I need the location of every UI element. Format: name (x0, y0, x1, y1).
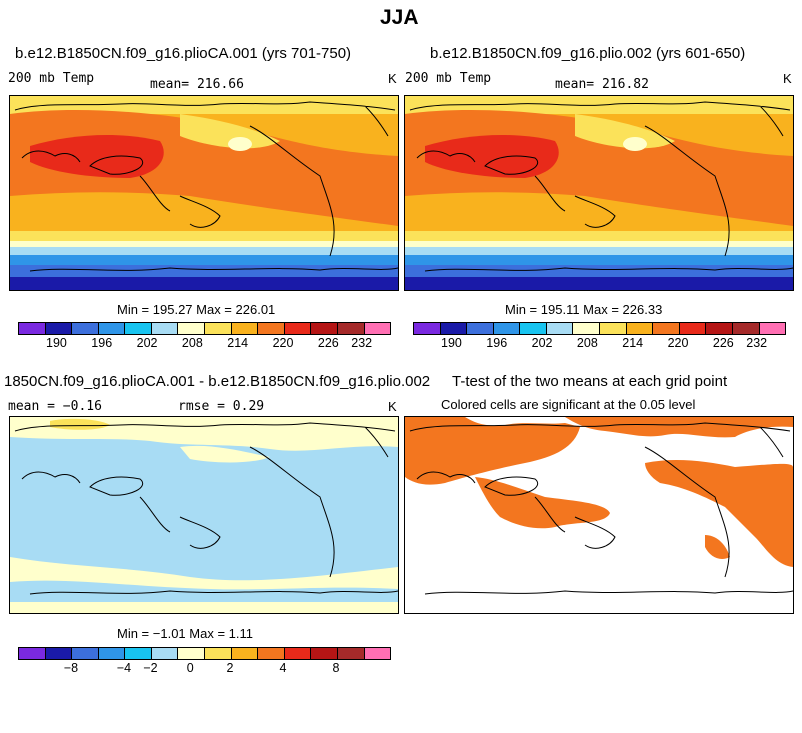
colorbar-tick-label: 232 (351, 336, 373, 350)
colorbar-tick-label: 214 (227, 336, 249, 350)
units-label-bottom-left: K (388, 399, 397, 414)
colorbar-swatch (72, 648, 99, 659)
colorbar-tick-label: 2 (226, 661, 234, 675)
colorbar-swatch (258, 648, 285, 659)
colorbar-tick-label: 202 (531, 336, 553, 350)
colorbar-swatch (178, 648, 206, 659)
colorbar-swatch (600, 323, 627, 334)
colorbar-swatch (311, 323, 338, 334)
rmse-label-bottom-left: rmse = 0.29 (178, 399, 265, 414)
colorbar-swatch (440, 323, 468, 334)
colorbar-tick-label: 196 (486, 336, 508, 350)
colorbar-swatch (520, 323, 547, 334)
colorbar-tick-label: 190 (45, 336, 67, 350)
colorbar-swatch (284, 323, 312, 334)
colorbar-tick-label: −8 (63, 661, 79, 675)
colorbar-swatch (759, 323, 786, 334)
colorbar-tick-label: 226 (712, 336, 734, 350)
colorbar-tick-label: 0 (186, 661, 194, 675)
colorbar-swatch (231, 648, 259, 659)
minmax-top-right: Min = 195.11 Max = 226.33 (505, 302, 663, 317)
colorbar-swatch (364, 648, 391, 659)
colorbar-tick-label: 220 (272, 336, 294, 350)
colorbar-swatch (311, 648, 338, 659)
colorbar-swatch (364, 323, 391, 334)
colorbar-swatch (125, 323, 152, 334)
colorbar-tick-label: 8 (332, 661, 340, 675)
colorbar-bottom-left (18, 647, 391, 660)
minmax-top-left: Min = 195.27 Max = 226.01 (117, 302, 276, 317)
colorbar-swatch (706, 323, 733, 334)
colorbar-top-right (413, 322, 786, 335)
colorbar-swatch (45, 648, 73, 659)
colorbar-tick-label: 202 (136, 336, 158, 350)
variable-label-top-left: 200 mb Temp (8, 71, 95, 86)
colorbar-swatch (19, 648, 46, 659)
colorbar-tick-label: −2 (143, 661, 158, 675)
colorbar-tick-label: 232 (746, 336, 768, 350)
colorbar-swatch (467, 323, 494, 334)
colorbar-swatch (151, 323, 179, 334)
units-label-top-left: K (388, 71, 397, 86)
units-label-top-right: K (783, 71, 792, 86)
colorbar-tick-label: 220 (667, 336, 689, 350)
colorbar-swatch (653, 323, 680, 334)
colorbar-swatch (337, 323, 365, 334)
colorbar-swatch (732, 323, 760, 334)
colorbar-swatch (284, 648, 312, 659)
colorbar-tick-label: 190 (440, 336, 462, 350)
colorbar-swatch (679, 323, 707, 334)
colorbar-swatch (414, 323, 441, 334)
variable-label-top-right: 200 mb Temp (405, 71, 492, 86)
colorbar-swatch (258, 323, 285, 334)
mean-label-top-right: mean= 216.82 (555, 77, 649, 92)
colorbar-swatch (337, 648, 365, 659)
panel-title-top-right: b.e12.B1850CN.f09_g16.plio.002 (yrs 601-… (430, 45, 746, 62)
significance-map (405, 417, 793, 613)
colorbar-tick-label: 208 (181, 336, 203, 350)
mean-label-bottom-left: mean = −0.16 (8, 399, 102, 414)
colorbar-swatch (626, 323, 654, 334)
panel-subtitle-bottom-right: Colored cells are significant at the 0.0… (441, 397, 696, 412)
colorbar-swatch (205, 323, 232, 334)
map-panel-top-left (9, 95, 399, 291)
temperature-map-2 (405, 96, 793, 290)
panel-title-bottom-right: T-test of the two means at each grid poi… (452, 373, 728, 390)
colorbar-swatch (573, 323, 601, 334)
colorbar-swatch (178, 323, 206, 334)
map-panel-top-right (404, 95, 794, 291)
colorbar-swatch (19, 323, 46, 334)
figure-title: JJA (380, 6, 419, 29)
colorbar-swatch (45, 323, 73, 334)
colorbar-swatch (98, 648, 126, 659)
panel-title-bottom-left: 1850CN.f09_g16.plioCA.001 - b.e12.B1850C… (4, 373, 431, 390)
colorbar-swatch (125, 648, 152, 659)
colorbar-tick-label: 226 (317, 336, 339, 350)
colorbar-tick-label: 214 (622, 336, 644, 350)
colorbar-top-left (18, 322, 391, 335)
minmax-bottom-left: Min = −1.01 Max = 1.11 (117, 626, 253, 641)
colorbar-swatch (151, 648, 179, 659)
map-panel-bottom-right (404, 416, 794, 614)
colorbar-swatch (98, 323, 126, 334)
difference-map (10, 417, 398, 613)
colorbar-swatch (205, 648, 232, 659)
colorbar-tick-label: 208 (576, 336, 598, 350)
colorbar-tick-label: 4 (279, 661, 287, 675)
temperature-map-1 (10, 96, 398, 290)
map-panel-bottom-left (9, 416, 399, 614)
colorbar-swatch (72, 323, 99, 334)
colorbar-tick-label: 196 (91, 336, 113, 350)
colorbar-swatch (231, 323, 259, 334)
panel-title-top-left: b.e12.B1850CN.f09_g16.plioCA.001 (yrs 70… (15, 45, 352, 62)
colorbar-swatch (493, 323, 521, 334)
colorbar-swatch (546, 323, 574, 334)
mean-label-top-left: mean= 216.66 (150, 77, 244, 92)
colorbar-tick-label: −4 (116, 661, 132, 675)
